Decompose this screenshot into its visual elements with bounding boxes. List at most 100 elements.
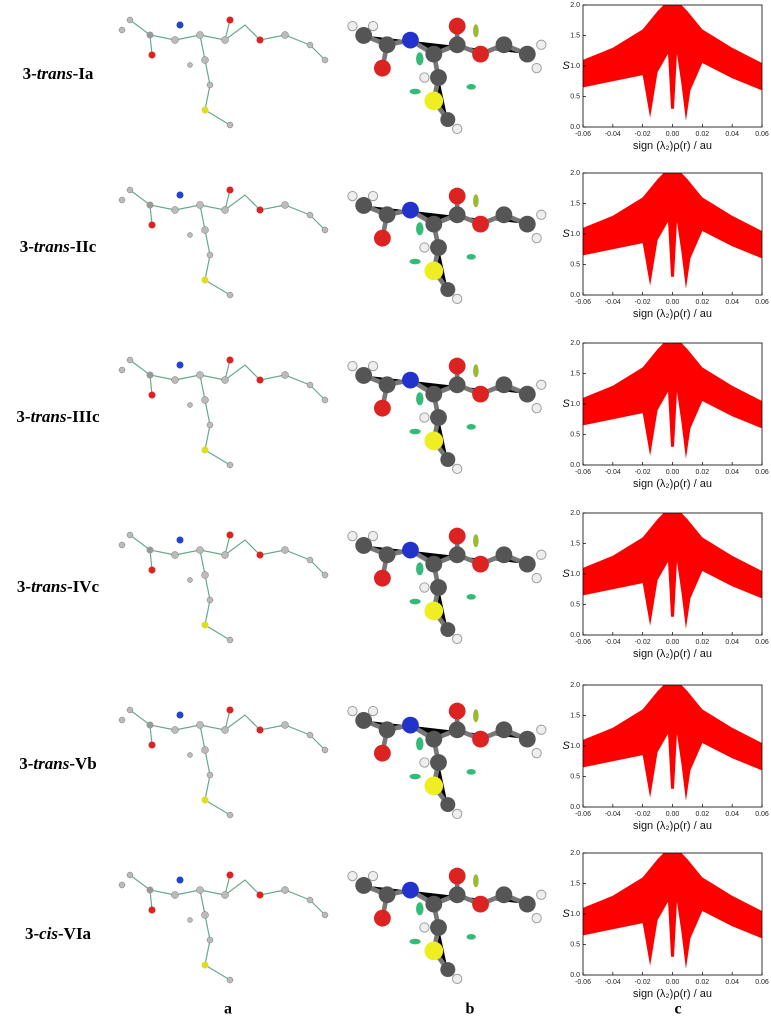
y-tick-label: 1.5 <box>570 200 580 207</box>
scatter-cloud <box>583 853 762 969</box>
y-axis-label: S <box>562 60 570 72</box>
row-label: 3-trans-Vb <box>19 754 97 773</box>
row-label-part: 3- <box>17 577 32 596</box>
x-tick-label: -0.04 <box>605 979 621 986</box>
scatter-cloud <box>583 343 762 459</box>
x-tick-label: 0.04 <box>725 469 739 476</box>
x-tick-label: -0.04 <box>605 639 621 646</box>
structure-b <box>348 703 546 819</box>
row-label-part: 3- <box>20 237 35 256</box>
x-tick-label: 0.00 <box>666 979 680 986</box>
nci-plot: -0.06 -0.04 -0.02 0.00 0.02 0.04 0.06 0.0 0.5 1.0… <box>562 850 769 1000</box>
x-tick-label: 0.00 <box>666 811 680 818</box>
y-tick-label: 2.0 <box>570 170 580 177</box>
row-label-part: trans <box>31 407 67 426</box>
column-label: b <box>466 1001 475 1018</box>
x-tick-label: 0.02 <box>696 979 710 986</box>
x-tick-label: 0.04 <box>725 131 739 138</box>
x-tick-label: 0.02 <box>696 131 710 138</box>
y-tick-label: 2.0 <box>570 2 580 9</box>
x-tick-label: 0.06 <box>755 131 769 138</box>
y-tick-label: 0.0 <box>570 292 580 299</box>
row-label: 3-trans-IVc <box>17 577 100 596</box>
y-tick-label: 1.5 <box>570 32 580 39</box>
structure-a <box>118 15 329 129</box>
y-tick-label: 0.5 <box>570 941 580 948</box>
row-label-part: 3- <box>25 924 40 943</box>
y-tick-label: 1.5 <box>570 880 580 887</box>
x-tick-label: 0.04 <box>725 639 739 646</box>
row-label-part: -IVc <box>67 577 100 596</box>
x-tick-label: 0.02 <box>696 299 710 306</box>
x-tick-label: -0.06 <box>575 299 591 306</box>
y-tick-label: 0.5 <box>570 601 580 608</box>
x-tick-label: -0.02 <box>635 979 651 986</box>
x-tick-label: 0.06 <box>755 811 769 818</box>
y-tick-label: 0.0 <box>570 124 580 131</box>
x-tick-label: -0.02 <box>635 811 651 818</box>
y-axis-label: S <box>562 908 570 920</box>
x-tick-label: 0.02 <box>696 811 710 818</box>
row-label: 3-cis-VIa <box>25 924 92 943</box>
x-axis-label: sign (λ₂)ρ(r) / au <box>633 648 712 660</box>
structure-a <box>118 185 329 299</box>
column-label: a <box>224 1001 232 1018</box>
row-label-part: -Vb <box>69 754 96 773</box>
x-tick-label: -0.02 <box>635 131 651 138</box>
x-tick-label: 0.04 <box>725 811 739 818</box>
x-tick-label: 0.00 <box>666 131 680 138</box>
structure-a <box>118 870 329 984</box>
y-axis-label: S <box>562 740 570 752</box>
x-tick-label: 0.02 <box>696 469 710 476</box>
x-tick-label: -0.02 <box>635 469 651 476</box>
y-tick-label: 2.0 <box>570 510 580 517</box>
y-tick-label: 0.5 <box>570 773 580 780</box>
row-label-part: cis <box>39 924 58 943</box>
x-tick-label: -0.06 <box>575 469 591 476</box>
y-tick-label: 0.0 <box>570 462 580 469</box>
x-tick-label: 0.06 <box>755 469 769 476</box>
x-tick-label: 0.06 <box>755 979 769 986</box>
y-tick-label: 0.0 <box>570 632 580 639</box>
x-tick-label: 0.00 <box>666 299 680 306</box>
y-axis-label: S <box>562 568 570 580</box>
y-tick-label: 0.0 <box>570 972 580 979</box>
column-label: c <box>674 1001 681 1018</box>
y-axis-label: S <box>562 228 570 240</box>
x-tick-label: -0.06 <box>575 639 591 646</box>
row-label-part: trans <box>34 237 70 256</box>
row-label-part: -IIc <box>70 237 97 256</box>
scatter-cloud <box>583 173 762 289</box>
x-tick-label: 0.00 <box>666 639 680 646</box>
y-tick-label: 2.0 <box>570 850 580 857</box>
y-tick-label: 1.0 <box>570 231 580 238</box>
x-tick-label: -0.06 <box>575 131 591 138</box>
row-label-part: trans <box>33 754 69 773</box>
row-label-part: -Ia <box>73 64 94 83</box>
y-tick-label: 0.5 <box>570 431 580 438</box>
scatter-cloud <box>583 513 762 629</box>
y-tick-label: 1.5 <box>570 540 580 547</box>
x-tick-label: 0.00 <box>666 469 680 476</box>
y-tick-label: 1.5 <box>570 712 580 719</box>
x-tick-label: 0.04 <box>725 979 739 986</box>
x-tick-label: 0.04 <box>725 299 739 306</box>
y-tick-label: 1.0 <box>570 571 580 578</box>
x-tick-label: -0.04 <box>605 469 621 476</box>
structure-b <box>348 358 546 474</box>
y-tick-label: 1.0 <box>570 401 580 408</box>
x-tick-label: -0.02 <box>635 639 651 646</box>
y-tick-label: 2.0 <box>570 682 580 689</box>
structure-b <box>348 188 546 304</box>
x-tick-label: -0.04 <box>605 299 621 306</box>
row-label-part: 3- <box>19 754 34 773</box>
structure-a <box>118 355 329 469</box>
molecules <box>118 15 546 984</box>
y-tick-label: 0.5 <box>570 93 580 100</box>
y-tick-label: 2.0 <box>570 340 580 347</box>
y-tick-label: 1.0 <box>570 911 580 918</box>
y-tick-label: 1.5 <box>570 370 580 377</box>
x-axis-label: sign (λ₂)ρ(r) / au <box>633 478 712 490</box>
x-tick-label: -0.04 <box>605 811 621 818</box>
